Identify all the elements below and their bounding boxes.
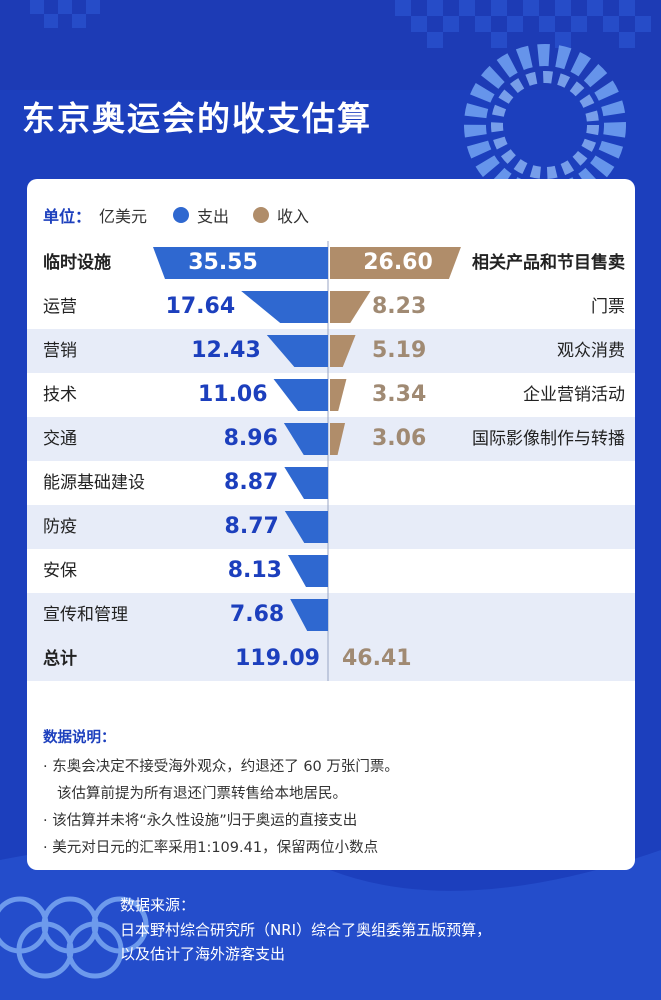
content-card: 单位： 亿美元 支出 收入 临时设施 35.55 运营 17.64 营销 12.43 技术 1… xyxy=(27,179,635,870)
income-value-label: 26.60 xyxy=(363,250,433,275)
income-value-label: 3.34 xyxy=(372,382,426,407)
unit-value: 亿美元 xyxy=(99,207,148,226)
total-expense-value: 119.09 xyxy=(235,646,320,671)
expense-category-label: 防疫 xyxy=(43,517,77,537)
expense-category-label: 宣传和管理 xyxy=(43,605,128,625)
expense-bar xyxy=(241,291,328,323)
source-line: 日本野村综合研究所（NRI）综合了奥组委第五版预算， xyxy=(120,920,492,939)
income-category-label: 国际影像制作与转播 xyxy=(472,429,625,449)
income-value-label: 5.19 xyxy=(372,338,426,363)
olympic-rings-icon xyxy=(0,896,149,979)
expense-value-label: 12.43 xyxy=(191,338,261,363)
butterfly-chart: 临时设施 35.55 运营 17.64 营销 12.43 技术 11.06 交通 8.96 能源基础… xyxy=(27,241,635,681)
note-line: · 东奥会决定不接受海外观众，约退还了 60 万张门票。 xyxy=(43,759,399,775)
expense-category-label: 安保 xyxy=(43,561,77,581)
expense-value-label: 11.06 xyxy=(198,382,268,407)
total-label: 总计 xyxy=(43,648,77,669)
expense-value-label: 8.87 xyxy=(224,470,278,495)
checkered-emblem xyxy=(464,44,626,206)
expense-bar xyxy=(266,335,328,367)
income-bar xyxy=(330,335,356,367)
data-notes: 数据说明： · 东奥会决定不接受海外观众，约退还了 60 万张门票。 该估算前提… xyxy=(43,725,623,862)
unit-label: 单位： xyxy=(43,207,92,226)
row-band xyxy=(27,637,635,681)
expense-value-label: 8.13 xyxy=(228,558,282,583)
expense-bar xyxy=(273,379,328,411)
income-legend-dot xyxy=(253,207,270,223)
expense-value-label: 8.77 xyxy=(225,514,279,539)
expense-value-label: 17.64 xyxy=(166,294,236,319)
expense-category-label: 运营 xyxy=(43,297,77,317)
income-bar xyxy=(330,291,371,323)
checkered-pattern-top xyxy=(30,0,651,48)
expense-legend-dot xyxy=(173,207,190,223)
income-category-label: 企业营销活动 xyxy=(523,385,625,405)
note-line: · 美元对日元的汇率采用1:109.41，保留两位小数点 xyxy=(43,840,379,856)
income-category-label: 相关产品和节目售卖 xyxy=(472,252,625,273)
income-bar xyxy=(330,423,346,455)
total-income-value: 46.41 xyxy=(342,646,412,671)
expense-bar xyxy=(153,247,328,279)
note-line: · 该估算并未将“永久性设施”归于奥运的直接支出 xyxy=(43,813,358,829)
expense-bar xyxy=(284,511,328,543)
income-category-label: 观众消费 xyxy=(557,341,625,361)
expense-category-label: 临时设施 xyxy=(43,252,111,273)
expense-category-label: 技术 xyxy=(43,385,77,405)
note-line: 该估算前提为所有退还门票转售给本地居民。 xyxy=(57,786,347,802)
income-bar xyxy=(330,247,461,279)
page-title: 东京奥运会的收支估算 xyxy=(22,99,372,138)
notes-title: 数据说明： xyxy=(43,730,116,746)
expense-value-label: 8.96 xyxy=(224,426,278,451)
expense-bar xyxy=(284,467,328,499)
background-wave xyxy=(0,842,661,1000)
income-bar xyxy=(330,379,347,411)
income-value-label: 8.23 xyxy=(372,294,426,319)
source-title: 数据来源： xyxy=(120,896,196,914)
expense-legend-label: 支出 xyxy=(197,207,230,226)
row-band xyxy=(27,505,635,549)
expense-value-label: 7.68 xyxy=(230,602,284,627)
expense-bar xyxy=(290,599,328,631)
expense-bar xyxy=(283,423,328,455)
source-line: 以及估计了海外游客支出 xyxy=(120,945,286,963)
expense-category-label: 交通 xyxy=(43,429,77,449)
expense-bar xyxy=(287,555,328,587)
income-category-label: 门票 xyxy=(591,297,625,317)
income-legend-label: 收入 xyxy=(277,207,310,226)
expense-value-label: 35.55 xyxy=(188,250,258,275)
expense-category-label: 能源基础建设 xyxy=(43,473,145,493)
income-value-label: 3.06 xyxy=(372,426,426,451)
legend: 单位： 亿美元 支出 收入 xyxy=(43,203,333,227)
data-source: 数据来源： 日本野村综合研究所（NRI）综合了奥组委第五版预算， 以及估计了海外… xyxy=(120,893,491,967)
row-band xyxy=(27,593,635,637)
expense-category-label: 营销 xyxy=(43,341,77,361)
